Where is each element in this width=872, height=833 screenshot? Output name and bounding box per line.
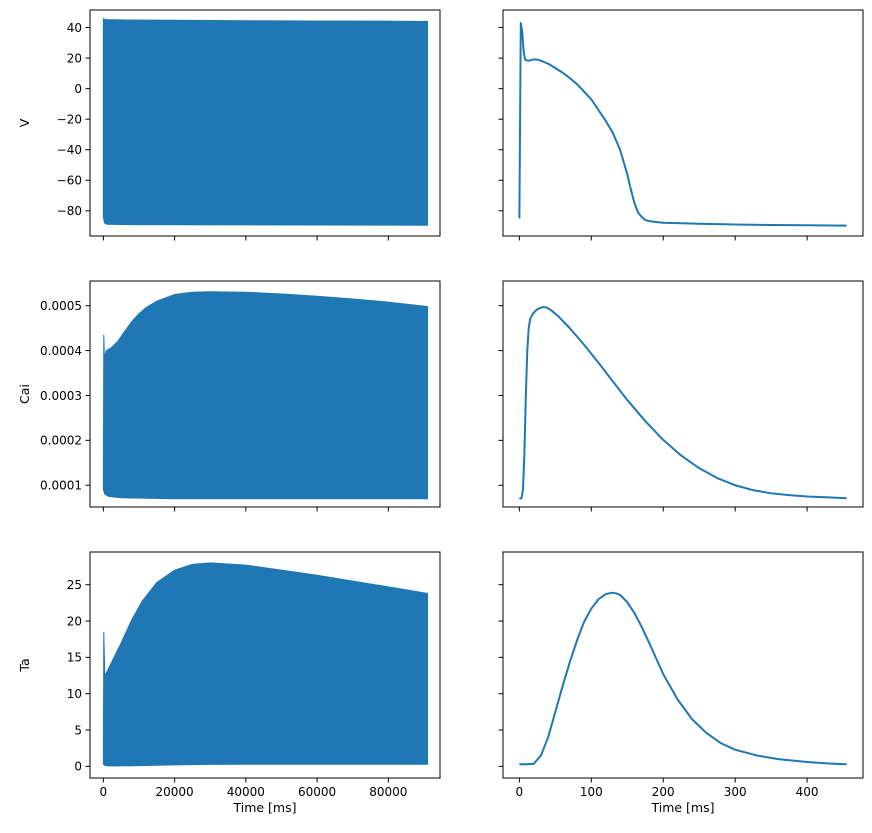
y-tick-label: 40 [67, 21, 82, 35]
y-tick-label: 5 [74, 723, 82, 737]
axes-ta-full: 0 20000 40000 60000 80000 0 5 10 15 20 25 Time [ms]… [17, 551, 441, 815]
y-tick-label: 10 [67, 687, 82, 701]
y-tick-label: 20 [67, 51, 82, 65]
axes-cai-last [498, 280, 864, 512]
x-tick-label: 0 [516, 785, 524, 799]
axes-root: −80−60−40−2002040V0.00010.00020.00030.00… [17, 9, 864, 815]
y-tick-label: −80 [57, 204, 82, 218]
y-tick-label: 15 [67, 651, 82, 665]
plot-area-ta-last [519, 591, 847, 766]
series-line-v-last [518, 21, 847, 227]
axes-cai-full: 0.0001 0.0002 0.0003 0.0004 0.0005 Cai [17, 280, 441, 512]
x-tick-label: 40000 [227, 785, 265, 799]
plot-area-cai-last [519, 306, 847, 500]
y-tick-label: −60 [57, 174, 82, 188]
y-axis-label: Ta [17, 658, 32, 672]
y-tick-label: 25 [67, 578, 82, 592]
series-line-cai-last [519, 306, 847, 500]
axes-frame-v-full [89, 9, 441, 237]
plot-area-ta-full [102, 562, 429, 767]
axes-v-last [498, 9, 864, 241]
x-axis-label: Time [ms] [650, 800, 714, 815]
y-tick-label: 0.0005 [40, 299, 82, 313]
x-tick-label: 400 [796, 785, 819, 799]
axes-frame-cai-last [502, 280, 864, 508]
y-tick-label: 0.0001 [40, 479, 82, 493]
axes-frame-ta-full [89, 551, 441, 779]
plot-area-cai-full [102, 291, 429, 500]
plot-area-v-full [102, 18, 429, 226]
series-band-ta-full [102, 562, 429, 767]
axes-frame-cai-full [89, 280, 441, 508]
x-tick-label: 300 [724, 785, 747, 799]
x-tick-label: 20000 [156, 785, 194, 799]
y-tick-label: 0 [74, 82, 82, 96]
y-tick-label: −40 [57, 143, 82, 157]
y-tick-label: −20 [57, 112, 82, 126]
y-tick-label: 20 [67, 614, 82, 628]
x-tick-label: 80000 [369, 785, 407, 799]
axes-v-full: −80 −60 −40 −20 0 20 40 V [17, 9, 441, 241]
series-band-cai-full [102, 291, 429, 500]
y-axis-label: Cai [17, 384, 32, 404]
y-tick-label: 0 [74, 760, 82, 774]
axes-frame-v-last [502, 9, 864, 237]
y-tick-label: 0.0003 [40, 389, 82, 403]
x-tick-label: 60000 [298, 785, 336, 799]
series-line-ta-last [519, 591, 847, 766]
series-band-v-full [102, 18, 429, 226]
axes-ta-last: 0 100 200 300 400 Time [ms] [498, 551, 864, 815]
y-axis-label: V [17, 118, 32, 127]
axes-frame-ta-last [502, 551, 864, 779]
x-axis-label: Time [ms] [232, 800, 296, 815]
x-tick-label: 0 [100, 785, 108, 799]
y-tick-label: 0.0004 [40, 344, 82, 358]
y-tick-label: 0.0002 [40, 434, 82, 448]
plot-area-v-last [518, 21, 847, 227]
x-tick-label: 100 [580, 785, 603, 799]
x-tick-label: 200 [652, 785, 675, 799]
